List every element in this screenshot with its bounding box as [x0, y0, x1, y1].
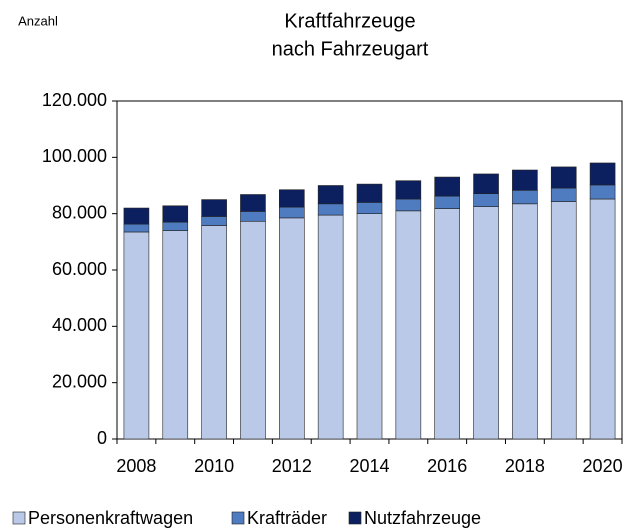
- bar-segment: [512, 189, 538, 205]
- bar-segment: [356, 202, 383, 214]
- y-tick-label: 100.000: [42, 146, 107, 166]
- bar-segment: [473, 173, 499, 194]
- chart-title-line: Kraftfahrzeuge: [284, 10, 415, 32]
- bar-segment: [240, 194, 266, 212]
- bar-segment: [123, 231, 150, 440]
- bar-segment: [279, 189, 305, 208]
- legend-label: Nutzfahrzeuge: [364, 508, 481, 528]
- x-tick-label: 2008: [116, 456, 156, 476]
- chart-title-line: nach Fahrzeugart: [272, 38, 429, 60]
- y-tick-label: 60.000: [52, 259, 107, 279]
- bar-segment: [201, 199, 227, 217]
- y-tick-label: 80.000: [52, 202, 107, 222]
- y-tick-label: 20.000: [52, 371, 107, 391]
- bar-segment: [395, 198, 422, 212]
- y-tick-label: 40.000: [52, 315, 107, 335]
- bar-segment: [550, 187, 577, 202]
- bar-segment: [550, 166, 577, 189]
- bar-segment: [279, 217, 305, 440]
- bar-segment: [434, 195, 460, 209]
- bar-segment: [395, 180, 422, 200]
- bar-segment: [550, 201, 577, 440]
- bar-segment: [123, 223, 150, 233]
- y-axis-label: Anzahl: [18, 13, 58, 28]
- bar-segment: [473, 193, 499, 207]
- legend-swatch: [12, 511, 26, 525]
- bar-segment: [123, 207, 150, 225]
- bar-segment: [356, 213, 383, 440]
- bar-segment: [317, 203, 344, 216]
- legend-swatch: [231, 511, 245, 525]
- legend-label: Personenkraftwagen: [28, 508, 193, 528]
- bar-segment: [434, 208, 460, 440]
- bar-segment: [356, 183, 383, 203]
- bar-segment: [589, 162, 616, 186]
- x-tick-label: 2018: [505, 456, 545, 476]
- y-tick-label: 0: [97, 428, 107, 448]
- legend-swatch: [348, 511, 362, 525]
- bar-segment: [240, 220, 266, 440]
- legend-label: Krafträder: [247, 508, 327, 528]
- x-tick-label: 2014: [349, 456, 389, 476]
- bar-segment: [201, 225, 227, 440]
- bar-segment: [279, 206, 305, 219]
- bar-segment: [395, 210, 422, 440]
- bar-segment: [317, 214, 344, 440]
- x-tick-label: 2010: [194, 456, 234, 476]
- bar-segment: [512, 203, 538, 440]
- bar-segment: [473, 206, 499, 440]
- x-tick-label: 2016: [427, 456, 467, 476]
- bar-segment: [512, 169, 538, 191]
- bar-segment: [434, 176, 460, 197]
- x-tick-label: 2012: [272, 456, 312, 476]
- bar-segment: [162, 221, 189, 231]
- bar-segment: [162, 230, 189, 440]
- bar-segment: [589, 184, 616, 200]
- bar-segment: [201, 216, 227, 226]
- bar-segment: [589, 198, 616, 440]
- bar-segment: [162, 205, 189, 223]
- bar-segment: [317, 185, 344, 205]
- x-tick-label: 2020: [583, 456, 623, 476]
- y-tick-label: 120.000: [42, 90, 107, 110]
- bar-segment: [240, 211, 266, 222]
